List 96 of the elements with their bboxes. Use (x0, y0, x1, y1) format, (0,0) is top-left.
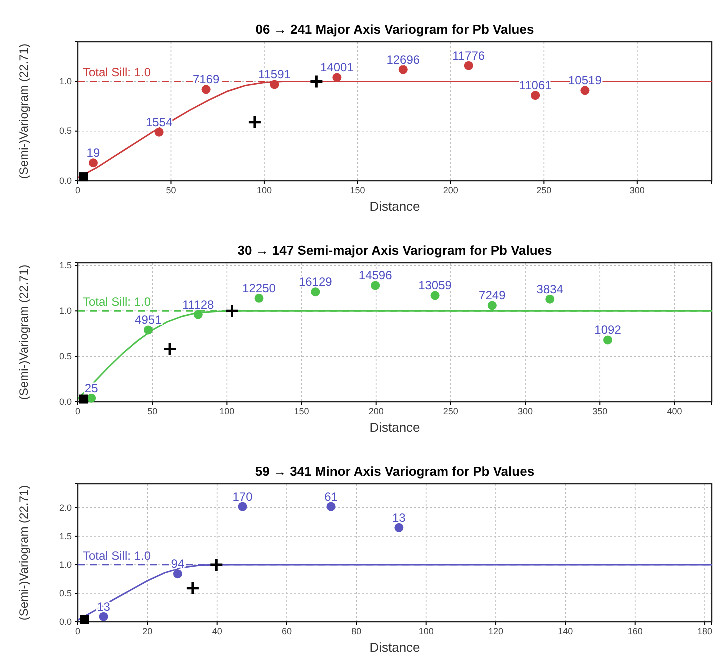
y-tick-label: 1.5 (59, 260, 72, 271)
ref-line-label: Total Sill: 1.0 (83, 548, 152, 563)
x-tick-label: 300 (518, 406, 534, 416)
point (88, 158, 98, 168)
point (186, 581, 200, 596)
x-tick-label: 150 (350, 185, 366, 196)
chart-title: 59 → 341 Minor Axis Variogram for Pb Values (255, 464, 535, 479)
annotation: 13 (392, 510, 406, 525)
point (394, 523, 404, 532)
annotation: 4951 (135, 313, 162, 328)
x-tick-label: 100 (418, 626, 434, 636)
point (371, 281, 380, 290)
annotation: 16129 (298, 275, 333, 290)
point (430, 291, 440, 300)
point (488, 301, 497, 310)
y-axis-title: (Semi-)Variogram (22.71) (17, 264, 31, 400)
ref-line-label: Total Sill: 1.0 (83, 66, 152, 80)
annotation: 7249 (479, 288, 506, 303)
x-axis-title: Distance (370, 640, 420, 655)
annotation: 61 (324, 490, 338, 504)
point (254, 294, 264, 303)
point (162, 342, 178, 357)
x-tick-label: 60 (282, 626, 292, 636)
point (209, 558, 224, 572)
point (202, 85, 211, 94)
annotation: 1092 (594, 323, 622, 338)
annotation: 11061 (519, 78, 552, 93)
y-tick-label: 0.5 (59, 588, 72, 598)
annotation: 3834 (536, 282, 564, 296)
x-tick-label: 200 (368, 406, 384, 416)
annotation: 11776 (452, 48, 486, 63)
chart-title: 30 → 147 Semi-major Axis Variogram for Pb Values (238, 243, 552, 258)
x-axis-title: Distance (370, 199, 420, 214)
y-tick-label: 1.0 (59, 306, 72, 316)
annotation: 11591 (258, 68, 292, 82)
annotation: 7169 (192, 72, 220, 87)
annotation: 170 (232, 490, 254, 504)
x-tick-label: 100 (220, 406, 235, 416)
point (225, 304, 240, 318)
y-tick-label: 0.0 (59, 396, 72, 407)
annotation: 14001 (320, 60, 354, 75)
x-tick-label: 0 (75, 626, 81, 636)
point (398, 65, 408, 74)
y-tick-label: 2.0 (59, 502, 72, 513)
y-tick-label: 0.5 (59, 351, 72, 362)
point (326, 502, 336, 512)
x-tick-label: 200 (443, 185, 458, 196)
annotation: 12696 (386, 52, 420, 67)
x-tick-label: 300 (630, 185, 645, 196)
x-tick-label: 160 (628, 626, 643, 636)
x-tick-label: 40 (212, 626, 222, 636)
point (248, 115, 262, 130)
point (604, 336, 613, 345)
point (546, 294, 555, 304)
x-tick-label: 0 (75, 185, 81, 196)
x-tick-label: 120 (488, 626, 504, 636)
x-tick-label: 0 (75, 406, 81, 416)
x-tick-label: 250 (536, 185, 552, 196)
chart-title: 06 → 241 Major Axis Variogram for Pb Values (256, 22, 534, 37)
x-tick-label: 100 (256, 185, 272, 196)
point (311, 288, 320, 297)
x-tick-label: 50 (148, 406, 158, 416)
x-tick-label: 180 (698, 626, 713, 636)
point (173, 570, 182, 579)
y-axis-title: (Semi-)Variogram (22.71) (17, 44, 31, 180)
annotation: 12250 (242, 281, 276, 296)
ref-line-label: Total Sill: 1.0 (83, 295, 152, 310)
x-tick-label: 400 (667, 406, 682, 416)
point (309, 74, 324, 89)
x-tick-label: 80 (352, 626, 362, 636)
y-axis-title: (Semi-)Variogram (22.71) (17, 485, 31, 621)
annotation: 13059 (418, 278, 452, 293)
annotation: 14596 (358, 268, 393, 283)
annotation: 11128 (182, 298, 215, 312)
x-tick-label: 140 (558, 626, 574, 636)
x-tick-label: 20 (142, 626, 153, 636)
annotation: 19 (86, 146, 100, 160)
y-tick-label: 1.0 (59, 76, 72, 87)
point (99, 612, 108, 622)
x-axis-title: Distance (370, 420, 420, 435)
x-tick-label: 50 (166, 185, 176, 196)
y-tick-label: 1.5 (59, 531, 72, 542)
point (238, 502, 248, 512)
y-tick-label: 1.0 (59, 560, 72, 570)
x-tick-label: 250 (443, 406, 458, 416)
x-tick-label: 350 (592, 406, 608, 416)
point (79, 394, 88, 404)
y-tick-label: 0.5 (59, 126, 72, 136)
point (580, 86, 590, 96)
point (80, 615, 90, 624)
y-tick-label: 0.0 (59, 176, 72, 186)
y-tick-label: 0.0 (59, 616, 72, 627)
point (464, 61, 474, 70)
point (531, 91, 540, 100)
point (79, 172, 88, 182)
x-tick-label: 150 (294, 406, 310, 416)
